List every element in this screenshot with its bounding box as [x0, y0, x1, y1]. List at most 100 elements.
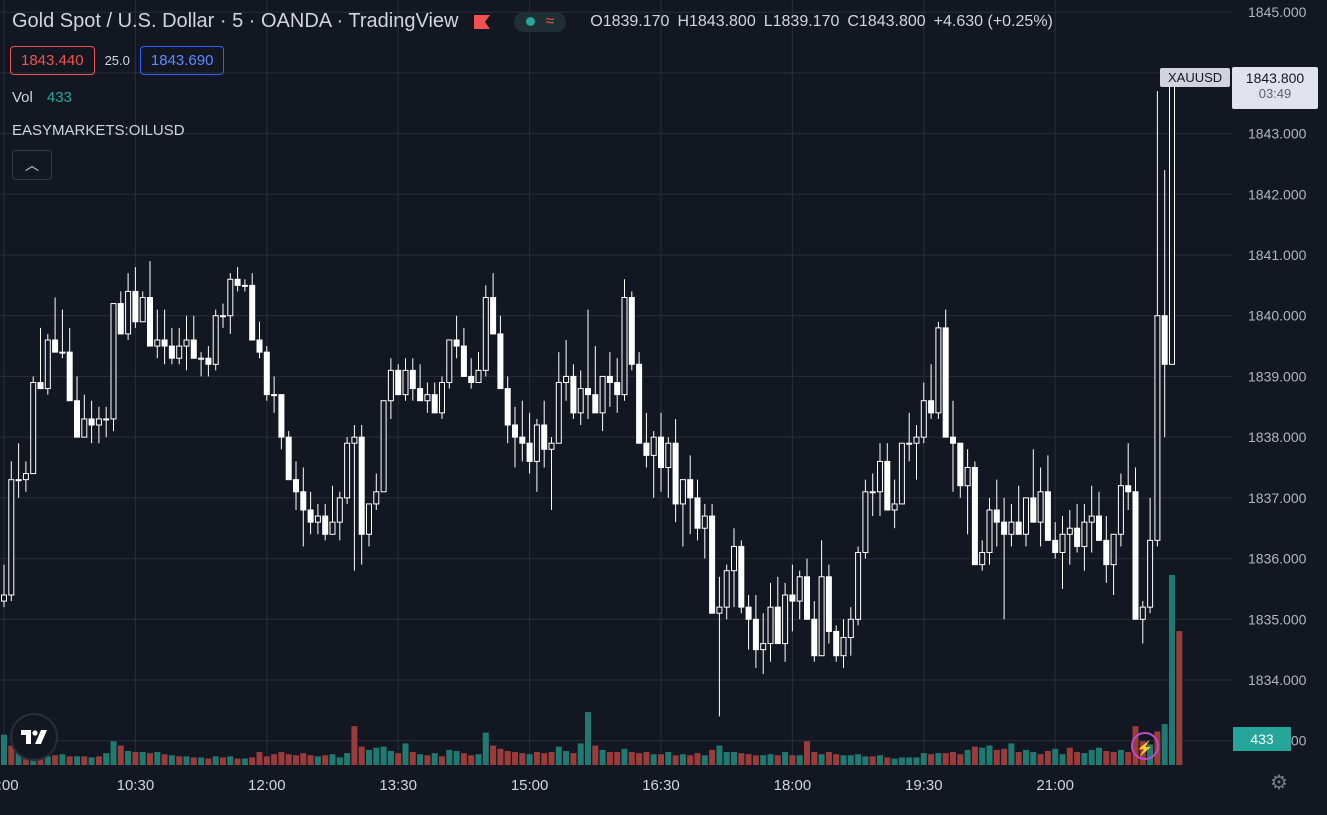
symbol-title[interactable]: Gold Spot / U.S. Dollar · 5 · OANDA · Tr…	[12, 10, 459, 32]
candle-body	[256, 339, 263, 353]
volume-bar	[621, 748, 628, 765]
volume-bar	[804, 741, 810, 765]
candle-body	[190, 339, 197, 359]
candle-body	[314, 515, 321, 523]
candle-body	[621, 297, 628, 396]
candle-body	[1161, 315, 1168, 365]
volume-bar	[402, 743, 409, 765]
gear-icon[interactable]: ⚙	[1270, 772, 1288, 794]
sell-button[interactable]: 1843.440	[10, 46, 95, 75]
candle-body	[614, 382, 621, 396]
volume-bar	[125, 750, 132, 765]
candle-body	[1096, 515, 1102, 541]
candle-body	[716, 606, 723, 614]
candle-body	[329, 521, 336, 535]
volume-bar	[898, 757, 905, 765]
volume-bar	[380, 746, 387, 765]
volume-bar	[723, 752, 730, 765]
volume-legend[interactable]: Vol 433	[12, 89, 72, 106]
candle-body	[1, 594, 7, 602]
collapse-legend-button[interactable]: ︿	[12, 150, 52, 180]
candle-body	[198, 357, 205, 360]
volume-bar	[256, 752, 263, 765]
candle-body	[804, 576, 810, 620]
candle-body	[1139, 606, 1146, 620]
volume-bar	[731, 752, 737, 765]
candle-body	[1103, 539, 1110, 566]
volume-bar	[1037, 754, 1044, 765]
candle-body	[585, 388, 591, 396]
candle-body	[628, 297, 635, 365]
volume-bar	[446, 749, 453, 765]
candle-body	[88, 418, 95, 426]
candle-body	[672, 442, 679, 505]
volume-axis-tag: 433	[1233, 727, 1291, 751]
volume-bar	[709, 749, 716, 765]
candle-body	[906, 442, 913, 445]
volume-bar	[628, 752, 635, 765]
volume-bar	[847, 755, 854, 765]
volume-bar	[439, 756, 445, 765]
volume-bar	[504, 750, 511, 765]
candle-body	[336, 497, 343, 523]
candle-body	[482, 297, 489, 371]
volume-bar	[672, 755, 679, 765]
candle-body	[709, 515, 716, 614]
candle-body	[935, 327, 942, 414]
overlay-symbol-label[interactable]: EASYMARKETS:OILUSD	[12, 122, 185, 139]
volume-bar	[387, 750, 394, 765]
volume-bar	[314, 756, 321, 765]
market-status-pill[interactable]: ≈	[514, 11, 567, 32]
price-tick-label: 1839.000	[1248, 368, 1307, 384]
candle-body	[767, 606, 774, 645]
volume-bar	[59, 754, 66, 765]
ohlc-high: H1843.800	[677, 12, 756, 30]
price-tick-label: 1836.000	[1248, 551, 1307, 567]
candle-body	[650, 436, 657, 456]
volume-bar	[855, 754, 862, 765]
candle-body	[964, 467, 971, 487]
volume-bar	[1117, 749, 1124, 765]
candle-body	[884, 460, 891, 511]
volume-bar	[1, 734, 7, 765]
candle-body	[723, 570, 730, 608]
candle-body	[1125, 485, 1132, 493]
candle-body	[103, 418, 110, 421]
ohlc-change: +4.630 (+0.25%)	[933, 12, 1053, 30]
volume-bar	[818, 754, 825, 765]
volume-bar	[519, 753, 526, 765]
lightning-icon[interactable]: ⚡	[1131, 732, 1159, 760]
last-price-tag: 1843.800 03:49	[1232, 67, 1318, 109]
volume-bar	[212, 756, 219, 765]
candle-body	[212, 315, 219, 365]
volume-bar	[271, 754, 278, 765]
candle-body	[439, 382, 445, 414]
volume-bar	[920, 753, 927, 765]
volume-bar	[1008, 743, 1015, 765]
buy-button[interactable]: 1843.690	[139, 46, 225, 75]
candle-body	[285, 436, 292, 481]
volume-bar	[366, 749, 372, 765]
time-axis: 9:00 10:30 12:00 13:30 15:00 16:30 18:00 19:30 2…	[0, 777, 1074, 794]
time-tick-label: 13:30	[379, 777, 417, 794]
ohlc-legend: O1839.170 H1843.800 L1839.170 C1843.800 …	[590, 13, 1053, 31]
candle-body	[351, 436, 358, 444]
volume-bar	[81, 756, 88, 765]
volume-bar	[409, 752, 416, 765]
volume-bar	[190, 757, 197, 765]
volume-bar	[1059, 754, 1066, 765]
candle-body	[453, 339, 460, 347]
symbol-price-tag: XAUUSD	[1160, 68, 1231, 87]
volume-bar	[585, 712, 591, 765]
candle-body	[460, 345, 467, 377]
candle-body	[592, 394, 599, 414]
tradingview-logo-icon[interactable]	[10, 713, 58, 761]
ohlc-low: L1839.170	[763, 12, 840, 30]
volume-bar	[986, 745, 993, 765]
volume-bar	[971, 746, 978, 765]
candle-body	[862, 491, 869, 553]
volume-bar	[351, 726, 358, 765]
candle-body	[745, 606, 752, 620]
volume-bar	[147, 753, 153, 765]
